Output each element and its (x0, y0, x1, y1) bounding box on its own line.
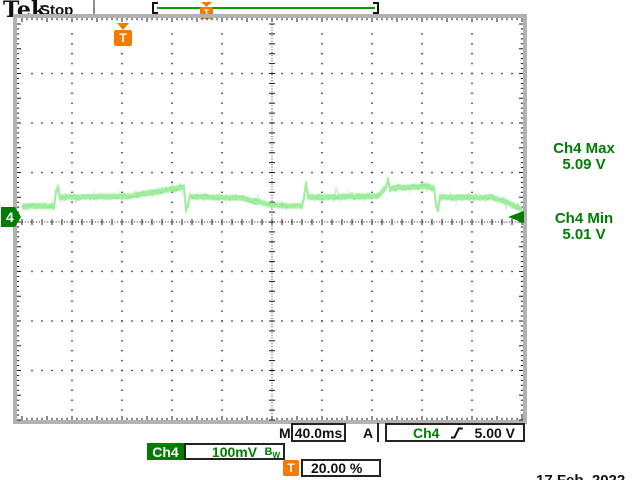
measurement-min-label: Ch4 Min (554, 210, 614, 227)
record-waveform-line (157, 7, 375, 9)
ch4-waveform-trace (21, 176, 523, 215)
timebase-readout: 40.0ms (291, 423, 346, 442)
rising-edge-slope-icon (450, 427, 463, 438)
measurement-ch4-min: Ch4 Min 5.01 V (530, 211, 638, 243)
header-divider (93, 0, 95, 16)
datetime: 17 Feb 2022 12:34:40 (526, 441, 625, 480)
trigger-readout: Ch4 5.00 V (385, 423, 525, 442)
record-trigger-arrow-icon (201, 2, 212, 7)
bandwidth-limit-icon: BW (264, 447, 280, 461)
trigger-position-arrow-icon (117, 23, 129, 30)
trigger-position-t-badge: T (283, 460, 299, 476)
channel-4-marker: 4 (1, 207, 21, 227)
channel-4-badge: Ch4 (147, 443, 184, 460)
trigger-position-t-icon: T (114, 30, 132, 46)
vertical-scale-value: 100mV (211, 443, 258, 460)
trigger-mode-label: A (363, 425, 374, 441)
timebase-value: 40.0ms (294, 424, 343, 441)
trigger-position-readout: 20.00 % (301, 459, 381, 477)
bandwidth-sub: W (272, 451, 280, 461)
measurement-ch4-max: Ch4 Max 5.09 V (530, 141, 638, 173)
vertical-scale-readout: 100mV BW (184, 443, 285, 460)
record-right-bracket (373, 2, 379, 14)
trigger-position-value: 20.00 % (311, 460, 363, 476)
measurement-max-value: 5.09 V (562, 156, 606, 173)
record-left-bracket (152, 2, 158, 14)
date: 17 Feb 2022 (526, 473, 625, 480)
trigger-mode-divider (377, 423, 379, 442)
timebase-label: M (279, 425, 291, 441)
measurement-max-label: Ch4 Max (553, 140, 615, 157)
trigger-source: Ch4 (413, 424, 440, 441)
trigger-level-value: 5.00 V (474, 424, 515, 441)
graticule-grid (17, 18, 523, 421)
bandwidth-letter: B (264, 446, 273, 458)
measurement-min-value: 5.01 V (562, 226, 606, 243)
